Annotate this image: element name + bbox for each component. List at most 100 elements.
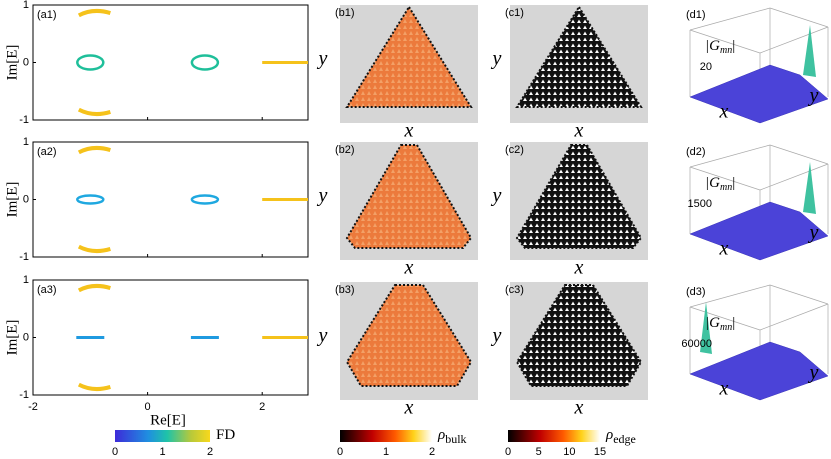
z-tick-label: 60000 [681,338,712,350]
y-tick-label: 0 [23,193,29,205]
panel-label: (b2) [335,144,355,156]
colorbar-tick-label: 5 [536,446,542,458]
panel-label: (d2) [686,146,706,158]
x-axis-label: x [574,257,584,279]
colorbar [115,430,210,442]
z-label-end: | [732,175,735,191]
surface-plot [689,144,829,261]
z-axis-label: |Gmn| [705,315,735,333]
x-axis-label: x [719,238,729,260]
plot-frame [32,4,309,121]
y-tick-label: -1 [19,389,29,401]
box-edge [689,306,761,331]
surface [689,341,829,401]
x-axis-label: x [404,257,414,279]
x-axis-label: x [574,120,584,142]
panel-label: (c2) [505,144,524,156]
z-axis-label: |Gmn| [705,38,735,56]
z-label-main: |G [705,38,720,54]
colorbar [508,430,600,442]
y-axis-label: y [317,185,328,207]
colorbar [340,430,432,442]
y-axis-label: Im[E] [4,320,20,356]
colorbar-label-main: ρ [605,427,613,443]
x-axis-label: x [719,101,729,123]
panel-label: (a1) [37,9,57,21]
box-edge [759,26,829,54]
box-edge [689,284,771,308]
y-axis-label: y [317,48,328,70]
y-axis-label: y [808,222,819,244]
y-tick-label: -1 [19,114,29,126]
colorbar-tick-label: 1 [383,446,389,458]
lattice [515,144,643,249]
y-tick-label: 0 [23,56,29,68]
colorbar-tick-label: 10 [563,446,575,458]
y-tick-label: 1 [23,274,29,286]
colorbar-tick-label: 0 [337,446,343,458]
y-tick-label: 0 [23,331,29,343]
surface [689,64,829,124]
panel-label: (b3) [335,284,355,296]
lattice [515,284,643,387]
y-tick-label: -1 [19,251,29,263]
surface [689,201,829,261]
colorbar-label-main: ρ [437,427,445,443]
spectrum-arc [77,8,111,18]
z-axis-label: |Gmn| [705,175,735,193]
box-edge [769,7,829,28]
x-axis-label: x [574,397,584,419]
box-edge [689,166,761,191]
spectrum-arc [77,283,111,293]
lattice [345,284,473,387]
surface-peak [700,302,712,354]
panel-label: (d1) [686,9,706,21]
spectrum-arc [77,107,111,117]
colorbar-tick-label: 0 [505,446,511,458]
colorbar-tick-label: 2 [207,446,213,458]
spectrum-loop [76,194,105,205]
y-axis-label: y [808,85,819,107]
box-edge [689,7,771,31]
surface-peak [803,25,816,77]
surface-peak [803,162,816,214]
y-axis-label: y [317,325,328,347]
colorbar-label: ρbulk [437,427,467,445]
panel-label: (b1) [335,7,355,19]
y-axis-label: Im[E] [4,45,20,81]
panel-label: (a3) [37,284,57,296]
z-label-end: | [732,38,735,54]
z-label-main: |G [705,315,720,331]
colorbar-label: ρedge [605,427,636,445]
y-axis-label: y [808,362,819,384]
y-tick-label: 1 [23,136,29,148]
colorbar-tick-label: 0 [112,446,118,458]
x-tick-label: 2 [259,401,265,413]
y-tick-label: 1 [23,0,29,11]
spectrum-arc [77,244,111,254]
box-edge [759,163,829,191]
z-tick-label: 1500 [688,198,712,210]
z-label-sub: mn [720,45,732,56]
colorbar-tick-label: 2 [429,446,435,458]
colorbar-label-sub: edge [613,432,636,446]
y-axis-label: y [491,48,502,70]
colorbar-tick-label: 15 [594,446,606,458]
panel-label: (c1) [505,7,524,19]
lattice [345,144,473,249]
box-edge [689,29,761,54]
colorbar-tick-label: 1 [159,446,165,458]
z-label-sub: mn [720,182,732,193]
spectrum-arc [77,145,111,155]
spectrum-loop [190,194,220,205]
surface-plot [689,7,829,124]
z-label-sub: mn [720,322,732,333]
y-axis-label: y [491,325,502,347]
panel-label: (d3) [686,286,706,298]
spectrum-loop [76,54,105,71]
x-axis-label: x [404,397,414,419]
x-axis-label: x [719,378,729,400]
panel-label: (c3) [505,284,524,296]
spectrum-loop [190,54,220,71]
